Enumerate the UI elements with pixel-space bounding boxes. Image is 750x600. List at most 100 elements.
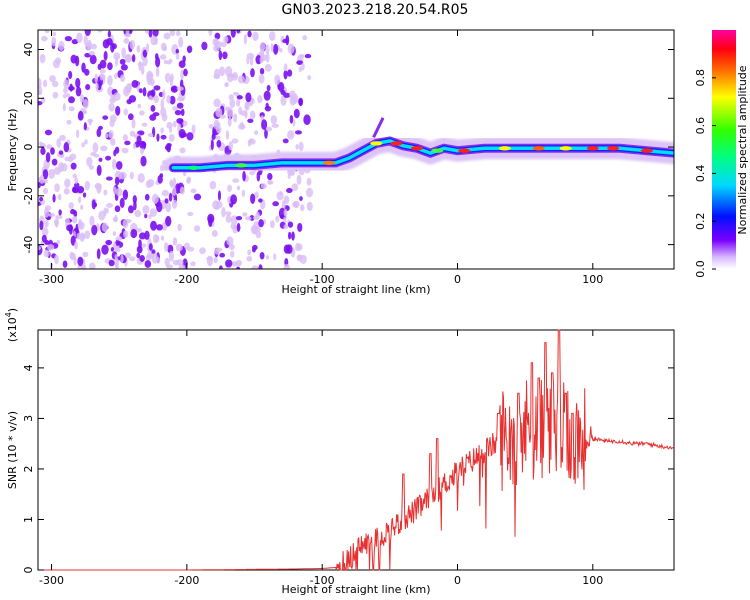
spectrogram-speckle <box>46 244 55 251</box>
spectrogram-speckle <box>149 208 157 217</box>
spectrogram-speckle <box>201 41 208 51</box>
spectrogram-speckle <box>260 183 267 189</box>
spectrogram-speckle <box>122 189 129 201</box>
spectrogram-speckle <box>152 30 159 38</box>
spectrogram-speckle <box>140 64 145 75</box>
spectrogram-speckle <box>283 224 289 230</box>
spectrogram-speckle <box>177 223 182 232</box>
spectrogram-speckle <box>110 94 116 100</box>
spectrogram-speckle <box>82 110 88 115</box>
spectrogram-speckle <box>68 96 75 104</box>
spectrogram-speckle <box>218 66 226 77</box>
spectrogram-frame <box>37 29 675 270</box>
spectrogram-speckle <box>225 259 233 268</box>
spectrogram-speckle <box>155 56 161 68</box>
spectrogram-speckle <box>96 164 102 176</box>
spectrogram-speckle <box>210 139 214 151</box>
spectrogram-speckle <box>58 150 64 155</box>
spectrogram-speckle <box>161 189 169 197</box>
spectrogram-speckle <box>79 94 85 103</box>
spectrogram-speckle <box>199 247 206 255</box>
spectrogram-speckle <box>264 63 272 72</box>
spectrogram-speckle <box>273 43 279 55</box>
spectrogram-speckle <box>137 62 144 67</box>
spectrogram-speckle <box>51 36 57 47</box>
top-x-tick-label: -200 <box>174 273 199 286</box>
spectrogram-speckle <box>175 243 183 252</box>
spectrogram-speckle <box>136 45 141 53</box>
spectrogram-speckle <box>172 237 178 246</box>
spectrogram-speckle <box>55 57 62 64</box>
spectrogram-speckle <box>121 47 126 59</box>
top-x-tick-label: 100 <box>582 273 603 286</box>
spectrogram-speckle <box>225 82 229 87</box>
spectrogram-speckle <box>211 133 216 141</box>
spectrogram-speckle <box>303 114 311 126</box>
spectrogram-speckle <box>211 229 218 238</box>
spectrogram-speckle <box>136 135 142 145</box>
spectrogram-speckle <box>159 173 164 178</box>
spectrogram-speckle <box>39 220 44 231</box>
bottom-x-tick-label: 100 <box>582 574 603 587</box>
spectrogram-speckle <box>156 133 160 142</box>
spectrogram-speckle <box>168 250 175 262</box>
spectrogram-speckle <box>259 55 264 64</box>
spectrogram-speckle <box>146 74 152 86</box>
spectrogram-speckle <box>81 142 85 148</box>
spectrogram-speckle <box>186 45 193 53</box>
spectrogram-speckle <box>147 178 155 188</box>
spectrogram-speckle <box>115 239 120 246</box>
spectrogram-speckle <box>63 87 68 94</box>
y-scale-exponent: 4 <box>4 312 13 317</box>
top-y-tick-label: 0 <box>22 144 35 151</box>
top-x-axis-label: Height of straight line (km) <box>281 283 430 296</box>
bottom-x-tick-label: -100 <box>310 574 335 587</box>
spectrogram-speckle <box>152 112 160 117</box>
spectrogram-speckle <box>120 64 128 71</box>
spectrogram-speckle <box>105 133 109 138</box>
spectrogram-speckle <box>63 142 70 153</box>
spectrogram-speckle <box>148 243 153 251</box>
spectrogram-speckle <box>86 39 92 51</box>
spectrogram-speckle <box>273 253 277 261</box>
spectrogram-speckle <box>305 187 314 198</box>
top-y-axis-label: Frequency (Hz) <box>6 109 19 192</box>
y-scale-open: (x10 <box>6 317 19 342</box>
ridge-hotspot <box>390 141 403 146</box>
top-x-tick-label: -100 <box>310 273 335 286</box>
spectrogram-speckle <box>133 200 137 211</box>
spectrogram-speckle <box>172 120 177 128</box>
spectrogram-speckle <box>129 171 134 180</box>
spectrogram-speckle <box>105 239 113 246</box>
spectrogram-speckle <box>208 30 213 36</box>
spectrogram-speckle <box>124 54 132 63</box>
spectrogram-speckle <box>138 88 143 94</box>
colorbar-ticks: 0.0 0.2 0.4 0.6 0.8 <box>694 69 716 278</box>
y-scale-factor: (x104) <box>4 308 19 342</box>
spectrogram-speckle <box>77 221 85 230</box>
spectrogram-speckle <box>238 123 246 130</box>
bottom-x-tick-label: -300 <box>39 574 64 587</box>
bottom-x-tick-label: -200 <box>174 574 199 587</box>
spectrogram-speckle <box>122 230 129 238</box>
spectrogram-speckle <box>152 234 159 244</box>
colorbar-tick-label: 0.4 <box>694 165 707 183</box>
spectrogram-speckle <box>89 215 95 227</box>
ridge-hotspot <box>532 146 545 151</box>
spectrogram-speckle <box>128 30 133 35</box>
spectrogram-speckle <box>169 30 176 37</box>
spectrogram-speckle <box>283 92 291 98</box>
spectrogram-speckle <box>103 189 108 196</box>
spectrogram-speckle <box>72 173 77 179</box>
spectrogram-speckle <box>165 201 172 213</box>
spectrogram-speckle <box>65 93 71 98</box>
spectrogram-speckle <box>81 62 86 73</box>
spectrogram-speckle <box>84 230 91 240</box>
spectrogram-speckle <box>258 219 264 228</box>
spectrogram-speckle <box>289 114 294 124</box>
spectrogram-speckle <box>169 95 176 105</box>
spectrogram-speckle <box>62 103 66 112</box>
spectrogram-speckle <box>105 155 112 161</box>
spectrogram-panel: -300 -200 -100 0 100 40 20 0 -20 -40 Height of s… <box>6 29 675 296</box>
spectrogram-speckle <box>251 247 256 253</box>
